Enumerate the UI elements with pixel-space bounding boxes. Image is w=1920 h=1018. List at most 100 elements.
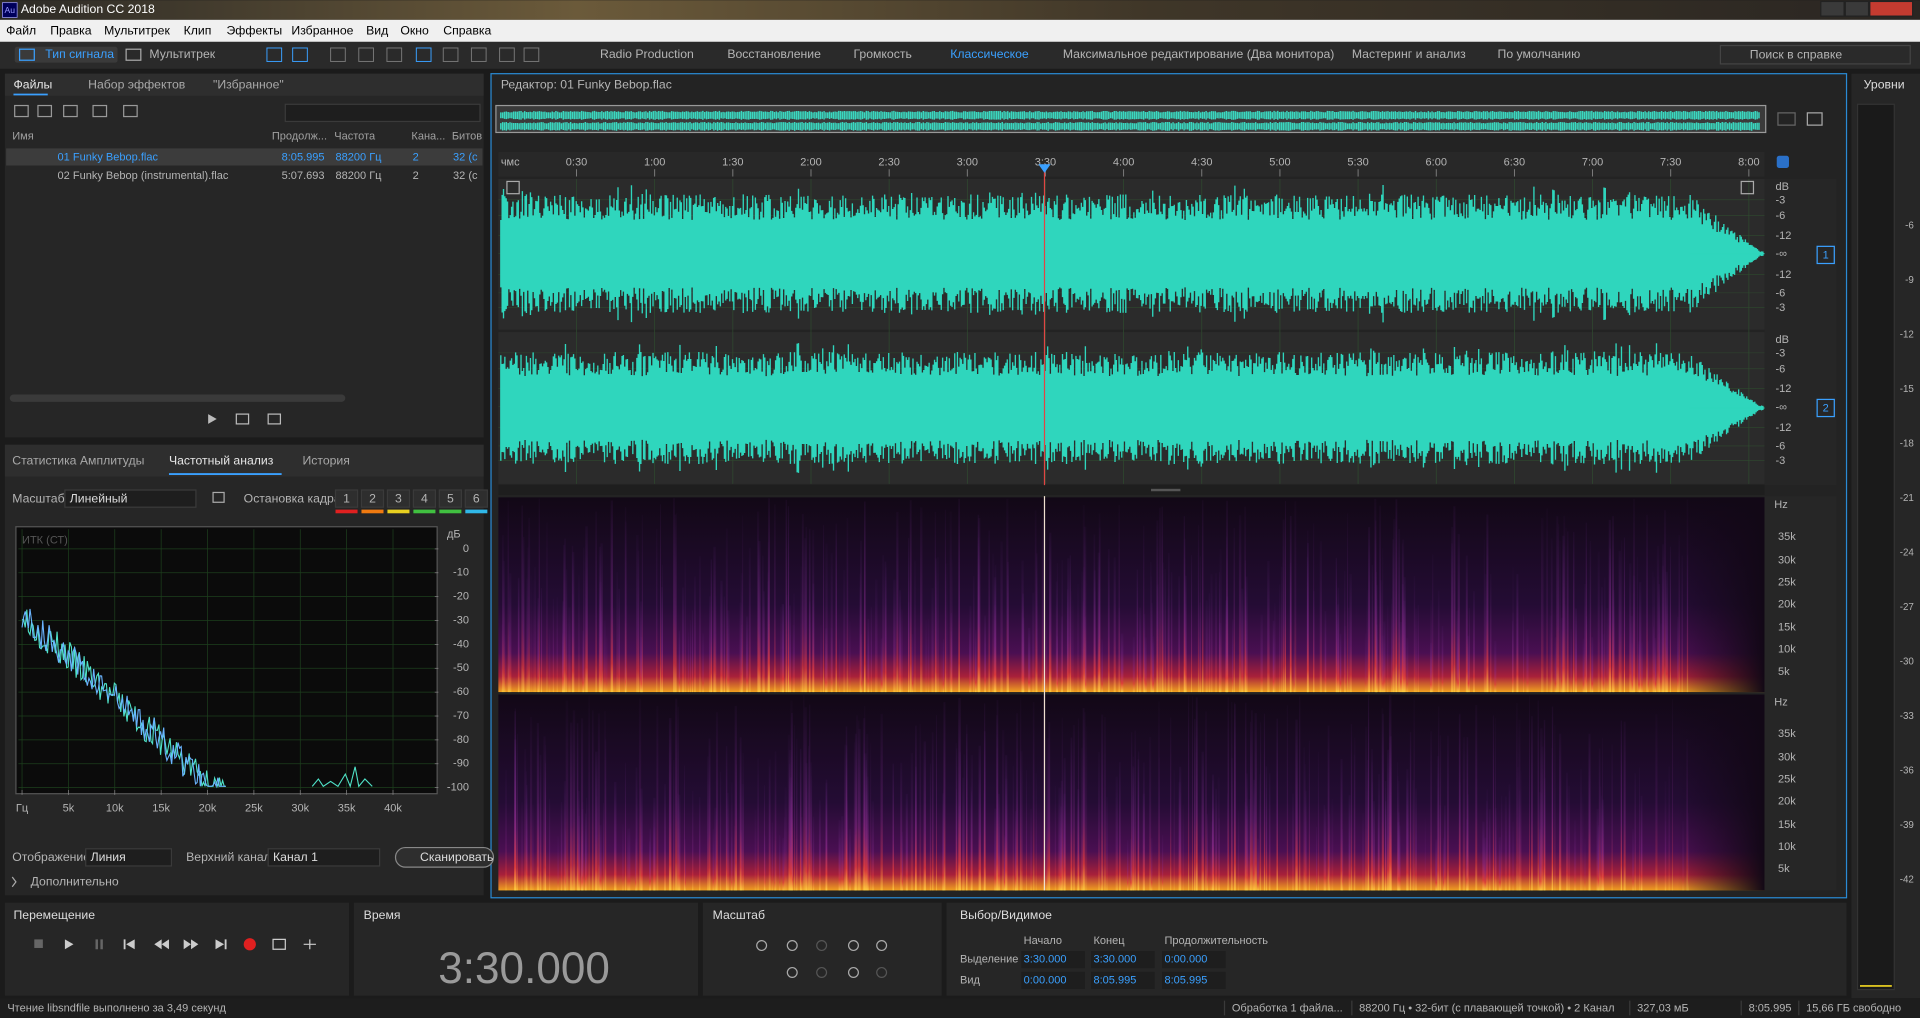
dropdown[interactable] [85, 848, 173, 867]
file-cell[interactable]: 88200 Гц [336, 151, 383, 163]
workspace-tab[interactable]: Громкость [853, 47, 911, 61]
zoom-button[interactable] [816, 966, 828, 978]
zoom-button[interactable] [786, 940, 798, 952]
transport-button[interactable] [123, 939, 135, 950]
menu-item[interactable]: Вид [366, 24, 388, 38]
transport-button[interactable] [64, 939, 74, 950]
freeze-button-text[interactable]: 3 [395, 491, 402, 505]
spectrogram-streak [1523, 614, 1524, 693]
workspace-tab[interactable]: Восстановление [727, 47, 821, 61]
file-cell[interactable]: 32 (с [453, 170, 478, 182]
spectrogram-streak [1082, 708, 1085, 891]
menu-item[interactable]: Мультитрек [104, 24, 170, 38]
file-cell[interactable]: 8:05.995 [282, 151, 325, 163]
status-bar [0, 998, 1920, 1018]
scan-button[interactable] [394, 846, 495, 868]
time-value[interactable]: 0:00.000 [1024, 974, 1067, 986]
freeze-button-text[interactable]: 6 [473, 491, 480, 505]
file-cell[interactable]: 5:07.693 [282, 170, 325, 182]
zoom-button[interactable] [756, 940, 768, 952]
spectrogram-streak [774, 751, 777, 891]
expander[interactable]: Дополнительно [31, 875, 119, 889]
zoom-button[interactable] [876, 940, 888, 952]
play-icon[interactable] [208, 414, 217, 424]
spectrogram-streak [899, 590, 902, 693]
freeze-button-text[interactable]: 1 [343, 491, 350, 505]
transport-button[interactable] [272, 938, 286, 950]
transport-button[interactable] [34, 939, 43, 948]
dropdown[interactable] [267, 848, 381, 867]
zoom-button[interactable] [876, 966, 888, 978]
file-cell[interactable]: 02 Funky Bebop (instrumental).flac [58, 170, 229, 182]
column-header[interactable]: Продолж... [272, 131, 327, 143]
freeze-button-text[interactable]: 5 [447, 491, 454, 505]
scan-button-text[interactable]: Сканировать [420, 850, 493, 864]
panel-tab[interactable]: Файлы [13, 78, 52, 92]
mode-button-text[interactable]: Мультитрек [149, 47, 215, 61]
panel-tab[interactable]: Частотный анализ [169, 453, 274, 467]
file-cell[interactable]: 01 Funky Bebop.flac [58, 151, 159, 163]
file-cell[interactable]: 32 (с [453, 151, 478, 163]
freeze-button-text[interactable]: 2 [369, 491, 376, 505]
dropdown[interactable] [64, 489, 197, 508]
transport-button[interactable] [303, 939, 316, 950]
spectrogram-streak [875, 579, 878, 693]
freeze-button[interactable] [412, 489, 437, 508]
column-header[interactable]: Имя [12, 131, 33, 143]
workspace-tab[interactable]: Максимальное редактирование (Два монитор… [1063, 47, 1335, 61]
panel-tab[interactable]: Статистика Амплитуды [12, 453, 144, 467]
zoom-button[interactable] [786, 966, 798, 978]
menu-item[interactable]: Справка [443, 24, 491, 38]
spectrogram-streak [758, 541, 761, 693]
zoom-button[interactable] [847, 966, 859, 978]
window-button[interactable] [1869, 0, 1914, 17]
transport-button[interactable] [243, 938, 256, 951]
workspace-tab[interactable]: По умолчанию [1498, 47, 1581, 61]
column-header[interactable]: Кана... [411, 131, 445, 143]
time-value[interactable]: 3:30.000 [1093, 954, 1136, 966]
workspace-tab[interactable]: Radio Production [600, 47, 694, 61]
panel-tab[interactable]: Набор эффектов [88, 78, 185, 92]
spectrogram-streak [1061, 717, 1063, 891]
menu-item[interactable]: Избранное [291, 24, 353, 38]
menu-item[interactable]: Файл [6, 24, 36, 38]
freeze-button[interactable] [386, 489, 411, 508]
transport-button[interactable] [215, 939, 227, 950]
freeze-button[interactable] [438, 489, 462, 508]
time-value[interactable]: 3:30.000 [1024, 954, 1067, 966]
workspace-tab[interactable]: Мастеринг и анализ [1352, 47, 1466, 61]
mode-button-text[interactable]: Тип сигнала [45, 47, 114, 61]
transport-button[interactable] [183, 939, 199, 950]
freeze-button[interactable] [334, 489, 359, 508]
menu-item[interactable]: Клип [184, 24, 212, 38]
spectrogram-streak [1584, 584, 1587, 693]
window-button[interactable] [1844, 0, 1870, 17]
menu-item[interactable]: Окно [400, 24, 429, 38]
column-header[interactable]: Битов [452, 131, 482, 143]
freeze-button[interactable] [360, 489, 385, 508]
transport-button[interactable] [95, 939, 103, 950]
spectrogram-streak [943, 639, 945, 693]
workspace-tab[interactable]: Классическое [950, 47, 1029, 61]
time-value[interactable]: 0:00.000 [1164, 954, 1207, 966]
column-header[interactable]: Частота [334, 131, 376, 143]
file-cell[interactable]: 2 [413, 151, 419, 163]
search-box[interactable] [1719, 44, 1911, 65]
freeze-button[interactable] [464, 489, 488, 508]
time-value[interactable]: 8:05.995 [1093, 974, 1136, 986]
transport-button[interactable] [154, 939, 169, 950]
spectrogram-streak [1028, 627, 1031, 693]
zoom-button[interactable] [847, 940, 859, 952]
menu-item[interactable]: Правка [50, 24, 92, 38]
zoom-button[interactable] [816, 940, 828, 952]
menu-item[interactable]: Эффекты [227, 24, 283, 38]
panel-tab[interactable]: "Избранное" [213, 78, 284, 92]
file-cell[interactable]: 2 [413, 170, 419, 182]
spectrogram-streak [1115, 776, 1118, 891]
time-value[interactable]: 8:05.995 [1164, 974, 1207, 986]
file-cell[interactable]: 88200 Гц [336, 170, 383, 182]
window-button[interactable] [1820, 0, 1845, 17]
time-tick-label: 8:00 [1738, 156, 1759, 168]
freeze-button-text[interactable]: 4 [421, 491, 428, 505]
panel-tab[interactable]: История [302, 453, 349, 467]
